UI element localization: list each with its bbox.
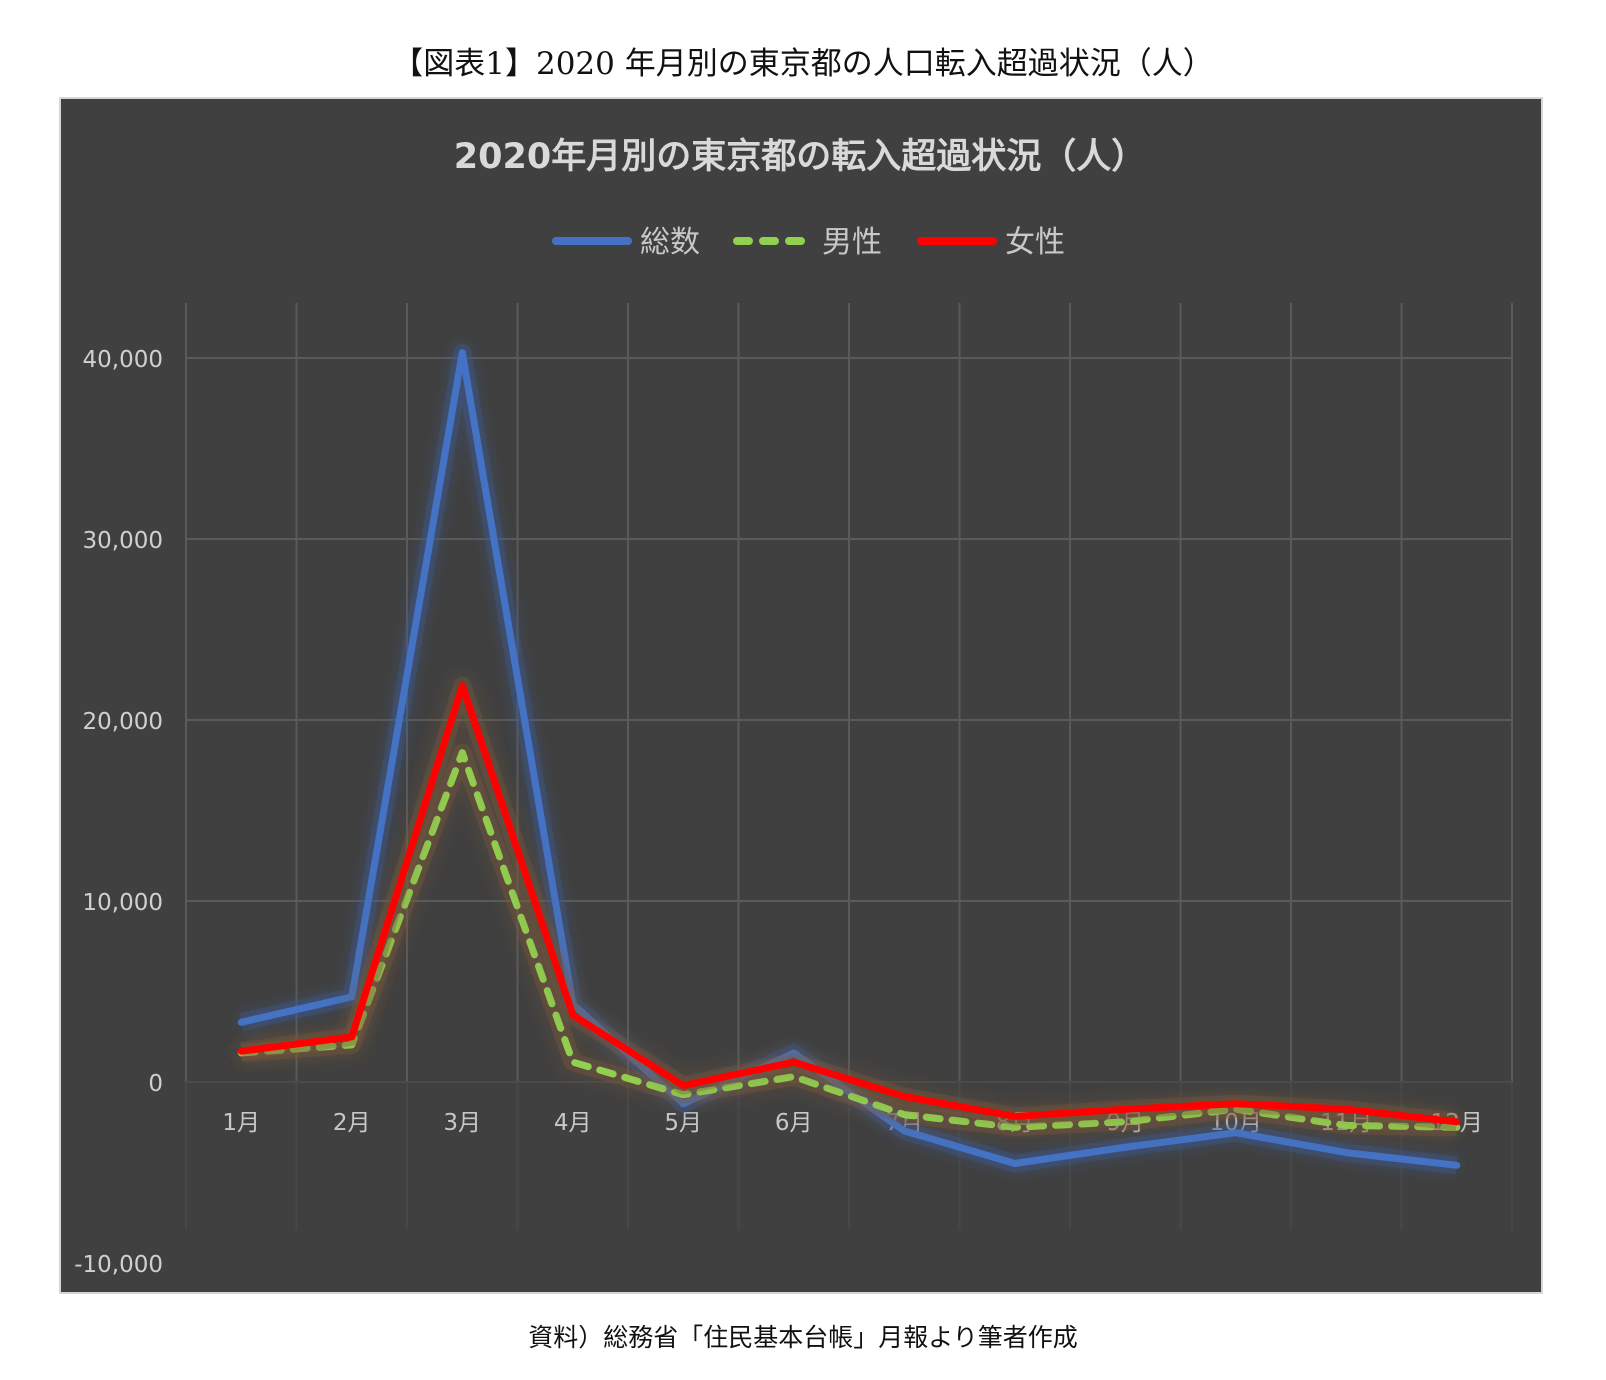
chart-legend: 総数 男性 女性 xyxy=(552,225,1065,260)
x-tick-label: 4月 xyxy=(554,1110,592,1136)
figure-caption-title: 【図表1】2020 年月別の東京都の人口転入超過状況（人） xyxy=(392,46,1214,82)
y-tick-label: 30,000 xyxy=(83,528,163,554)
y-tick-label: 20,000 xyxy=(83,709,163,735)
x-tick-label: 6月 xyxy=(775,1110,813,1136)
x-tick-label: 2月 xyxy=(333,1110,371,1136)
y-tick-label: -10,000 xyxy=(74,1252,163,1278)
legend-label: 女性 xyxy=(1005,225,1065,260)
series-line-男性 xyxy=(237,749,1461,1131)
series-line-女性 xyxy=(237,682,1461,1126)
y-axis-labels: -10,000 0 10,000 20,000 30,000 40,000 xyxy=(74,347,163,1278)
y-tick-label: 0 xyxy=(148,1071,163,1097)
x-tick-label: 3月 xyxy=(443,1110,481,1136)
source-note: 資料）総務省「住民基本台帳」月報より筆者作成 xyxy=(528,1323,1078,1352)
line-chart: 2020年月別の東京都の転入超過状況（人） 総数 男性 女性 -10,000 0 10,… xyxy=(74,136,1513,1278)
x-tick-label: 1月 xyxy=(222,1110,260,1136)
legend-label: 総数 xyxy=(640,225,700,260)
y-tick-label: 40,000 xyxy=(83,347,163,373)
x-tick-label: 5月 xyxy=(664,1110,702,1136)
chart-area: 2020年月別の東京都の転入超過状況（人） 総数 男性 女性 -10,000 0 10,… xyxy=(59,97,1543,1294)
legend-label: 男性 xyxy=(822,225,882,260)
y-tick-label: 10,000 xyxy=(83,890,163,916)
chart-series xyxy=(237,343,1461,1175)
chart-title: 2020年月別の東京都の転入超過状況（人） xyxy=(454,136,1146,177)
